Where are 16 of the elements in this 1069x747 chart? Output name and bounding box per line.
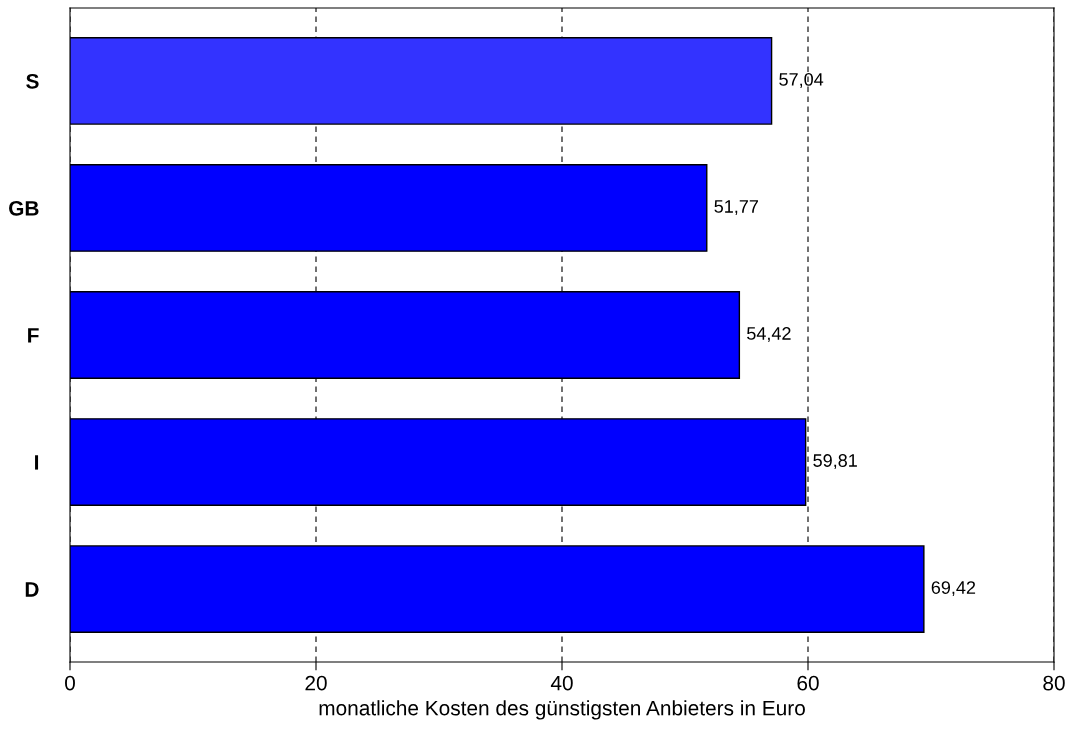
data-label: 51,77 [714, 200, 758, 215]
x-tick-label: 80 [1043, 675, 1065, 691]
y-tick-label: D [25, 582, 39, 597]
x-axis-title: monatliche Kosten des günstigsten Anbieters in Euro [319, 700, 805, 720]
data-label: 54,42 [747, 327, 791, 342]
y-tick-label: F [28, 328, 39, 343]
x-tick-label: 0 [65, 675, 75, 691]
y-tick-label: I [35, 455, 39, 470]
x-tick-label: 60 [797, 675, 819, 691]
x-tick-label: 40 [550, 675, 573, 691]
data-label: 59,81 [813, 454, 857, 470]
data-label: 69,42 [931, 581, 976, 597]
y-tick-label: S [26, 73, 39, 89]
y-tick-label: GB [9, 200, 39, 216]
x-tick-label: 20 [305, 675, 327, 691]
data-label: 57,04 [779, 72, 824, 88]
